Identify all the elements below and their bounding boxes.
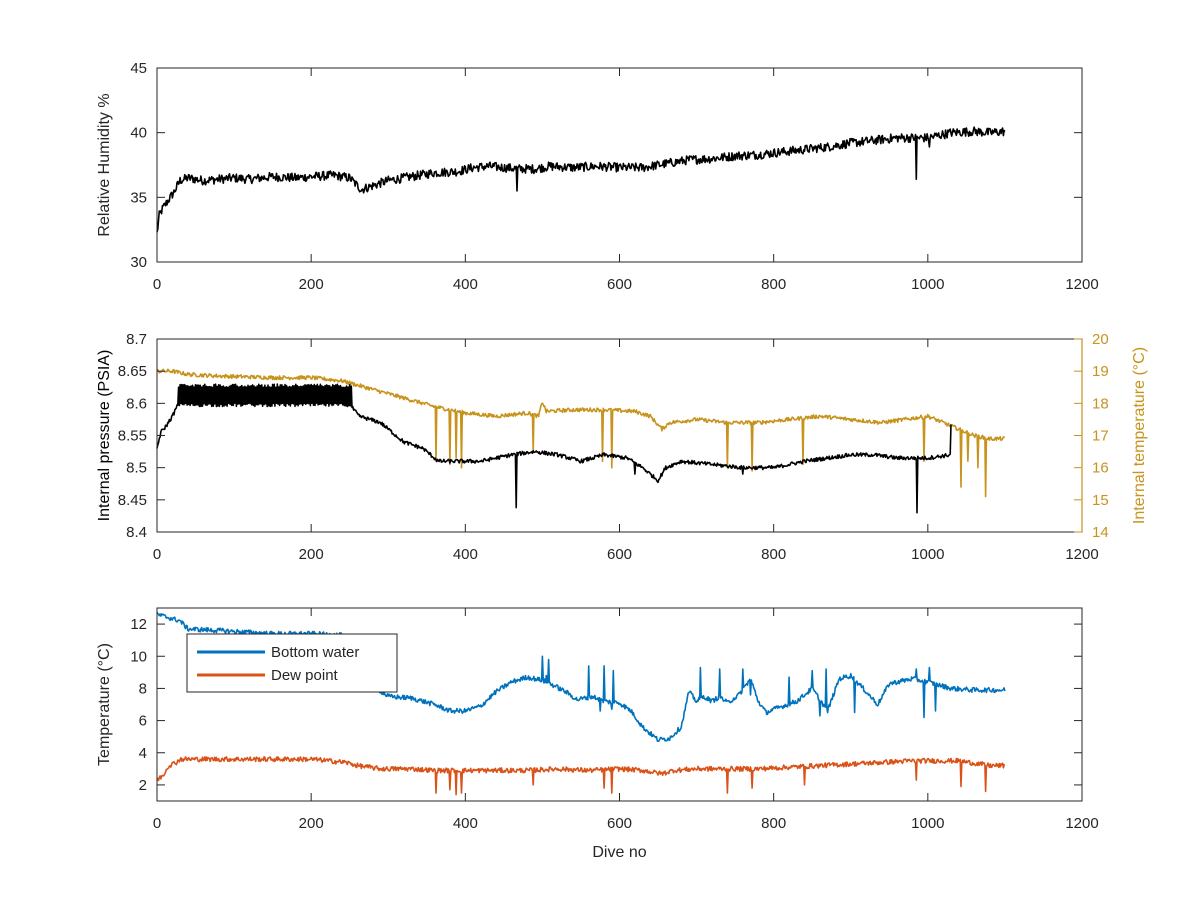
- x-tick-label: 1000: [911, 546, 944, 563]
- legend-label: Dew point: [271, 667, 339, 684]
- x-tick-label: 0: [153, 546, 161, 563]
- y-axis-label: Temperature (°C): [96, 643, 113, 766]
- x-tick-label: 600: [607, 276, 632, 293]
- legend: Bottom water Dew point: [186, 633, 398, 693]
- x-tick-label: 800: [761, 815, 786, 832]
- series-line-dew-point: [156, 756, 1005, 796]
- x-tick-label: 200: [299, 815, 324, 832]
- y2-tick-label: 16: [1092, 460, 1109, 477]
- y-tick-label: 8.65: [118, 363, 147, 380]
- x-axis-label: Dive no: [592, 844, 646, 861]
- y-tick-label: 8.55: [118, 428, 147, 445]
- series-line-2-2: [156, 383, 952, 514]
- legend-box: [186, 633, 398, 693]
- series-group: [156, 126, 1006, 233]
- x-tick-label: 1000: [911, 276, 944, 293]
- series-group: [156, 368, 1005, 514]
- x-tick-label: 600: [607, 546, 632, 563]
- y-tick-label: 8: [139, 680, 147, 697]
- y2-tick-label: 18: [1092, 395, 1109, 412]
- y-tick-label: 10: [130, 648, 147, 665]
- y-tick-label: 6: [139, 713, 147, 730]
- x-tick-label: 600: [607, 815, 632, 832]
- y-tick-label: 4: [139, 745, 147, 762]
- x-tick-label: 400: [453, 546, 478, 563]
- y-tick-label: 8.6: [126, 395, 147, 412]
- x-tick-label: 1200: [1065, 276, 1098, 293]
- y2-axis-label: Internal temperature (°C): [1131, 347, 1148, 524]
- x-tick-label: 0: [153, 276, 161, 293]
- x-tick-label: 200: [299, 276, 324, 293]
- x-tick-label: 400: [453, 815, 478, 832]
- y-tick-label: 8.5: [126, 460, 147, 477]
- y-axis-label: Relative Humidity %: [96, 93, 113, 236]
- series-line-1-1: [156, 126, 1006, 233]
- y2-tick-label: 14: [1092, 524, 1109, 541]
- x-tick-label: 1200: [1065, 815, 1098, 832]
- y2-tick-label: 20: [1092, 331, 1109, 348]
- x-tick-label: 400: [453, 276, 478, 293]
- x-tick-label: 800: [761, 276, 786, 293]
- x-tick-label: 800: [761, 546, 786, 563]
- y-tick-label: 8.7: [126, 331, 147, 348]
- legend-label: Bottom water: [271, 644, 359, 661]
- chart-panel-3: 0 200 400 600 800 1000 1200 2 4 6 8 10 12 Temperature…: [96, 607, 1099, 861]
- x-tick-label: 1200: [1065, 546, 1098, 563]
- series-line-2-1: [156, 368, 1005, 498]
- y2-tick-label: 17: [1092, 428, 1109, 445]
- x-tick-label: 0: [153, 815, 161, 832]
- axes-frame: [156, 338, 1083, 533]
- y-tick-label: 2: [139, 777, 147, 794]
- y-tick-label: 45: [130, 60, 147, 77]
- y-axis-label: Internal pressure (PSIA): [96, 350, 113, 522]
- y-tick-label: 12: [130, 616, 147, 633]
- y-tick-label: 8.4: [126, 524, 147, 541]
- chart-panel-1: 0 200 400 600 800 1000 1200 30 35 40 45 Relative Hu…: [96, 60, 1099, 293]
- y2-tick-label: 19: [1092, 363, 1109, 380]
- y-tick-label: 40: [130, 125, 147, 142]
- x-tick-label: 200: [299, 546, 324, 563]
- chart-panel-2: 0 200 400 600 800 1000 1200 8.4 8.45 8.5 8.55 8.6 8.…: [96, 331, 1148, 563]
- y-tick-label: 35: [130, 189, 147, 206]
- y-tick-label: 30: [130, 254, 147, 271]
- y-tick-label: 8.45: [118, 492, 147, 509]
- y2-tick-label: 15: [1092, 492, 1109, 509]
- x-tick-label: 1000: [911, 815, 944, 832]
